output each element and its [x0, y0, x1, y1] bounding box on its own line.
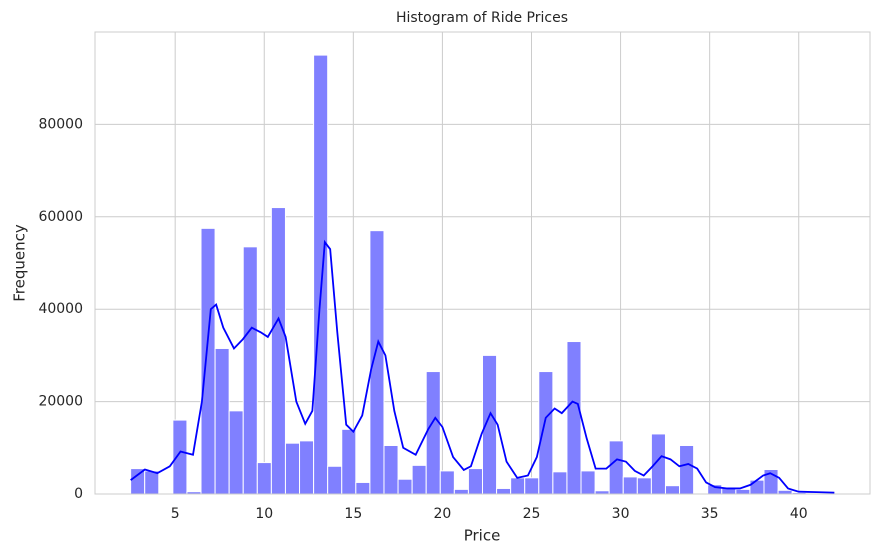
bar: [200, 227, 216, 495]
chart-title: Histogram of Ride Prices: [396, 10, 568, 26]
bar: [411, 464, 427, 495]
bar: [439, 470, 455, 495]
bar: [214, 347, 230, 495]
kde-line: [130, 239, 835, 494]
x-tick-label: 40: [790, 506, 808, 522]
bar: [608, 440, 624, 495]
plot-frame: [94, 31, 871, 495]
bar: [735, 488, 751, 495]
x-tick-label: 5: [171, 506, 180, 522]
y-tick-label: 40000: [38, 301, 83, 317]
bar: [622, 476, 638, 495]
bar: [496, 487, 512, 495]
bar: [172, 419, 188, 495]
bar: [256, 462, 272, 495]
bar: [566, 341, 582, 495]
bar: [749, 479, 765, 495]
bar: [679, 444, 695, 495]
bar: [664, 485, 681, 495]
bar: [510, 477, 526, 495]
x-axis-label: Price: [464, 527, 501, 545]
x-tick-label: 35: [701, 506, 719, 522]
bar: [355, 481, 371, 495]
bar: [270, 207, 286, 495]
x-tick-label: 15: [344, 506, 362, 522]
bar: [313, 54, 329, 495]
x-tick-label: 10: [255, 506, 273, 522]
bar: [284, 442, 301, 495]
y-tick-label: 60000: [38, 209, 83, 225]
bar: [383, 444, 399, 495]
bar: [453, 488, 469, 495]
y-tick-label: 20000: [38, 394, 83, 410]
bar: [777, 489, 793, 495]
x-tick-label: 30: [612, 506, 630, 522]
bar: [580, 470, 596, 495]
bar: [397, 478, 413, 495]
bar: [242, 246, 258, 495]
bar: [538, 371, 554, 495]
y-tick-label: 0: [74, 486, 83, 502]
x-tick-label: 20: [433, 506, 451, 522]
bar: [636, 477, 652, 495]
bar: [130, 468, 146, 495]
x-tick-label: 25: [523, 506, 541, 522]
bar: [524, 477, 540, 495]
bar: [467, 468, 484, 495]
bar: [299, 440, 315, 495]
y-axis-label: Frequency: [11, 224, 29, 302]
bar: [327, 465, 343, 495]
bar: [425, 371, 441, 495]
bar: [228, 410, 244, 495]
bar: [341, 428, 357, 495]
y-tick-label: 80000: [38, 116, 83, 132]
bar: [144, 470, 160, 495]
bar: [552, 471, 568, 495]
